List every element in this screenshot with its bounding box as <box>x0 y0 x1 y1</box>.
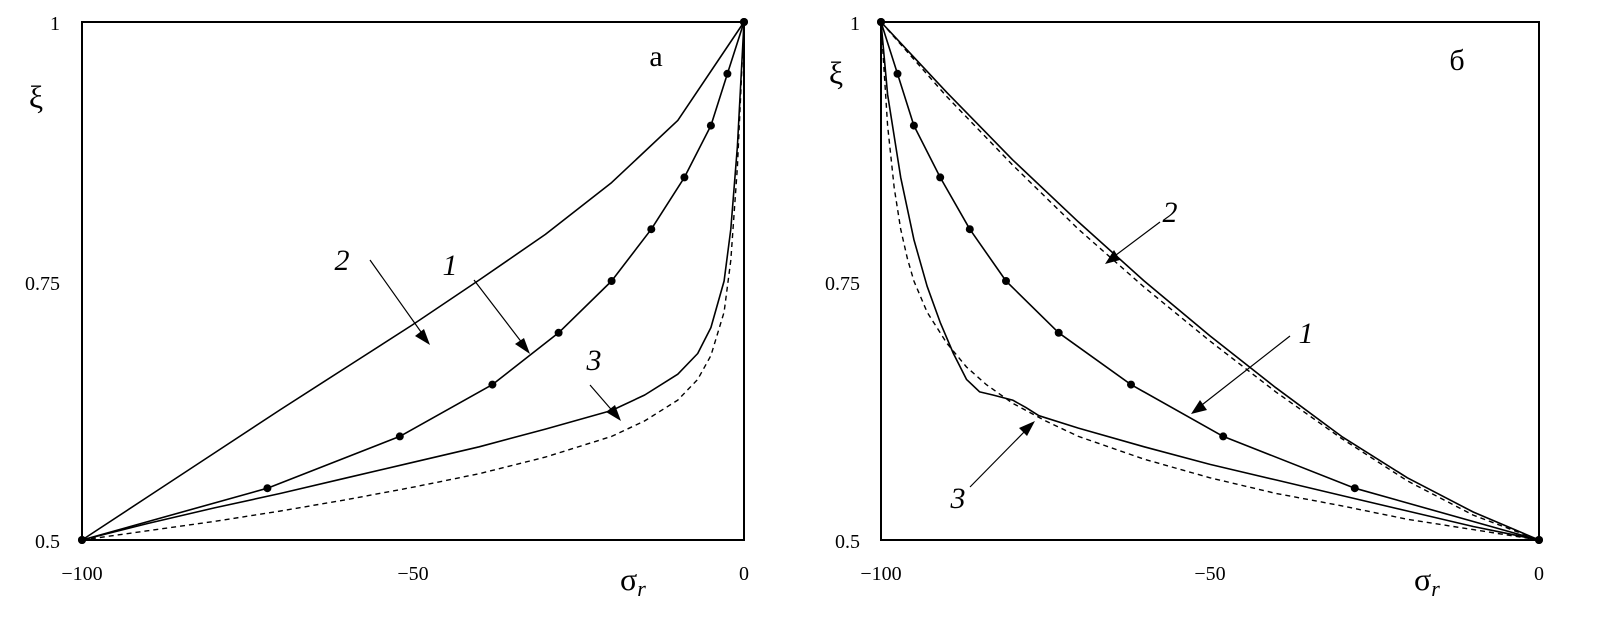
y-tick-label: 0.5 <box>35 531 60 553</box>
x-tick-label: −50 <box>1194 563 1225 585</box>
x-axis-label: σr <box>1414 561 1440 601</box>
annotation-arrow <box>369 259 427 340</box>
arrowhead <box>1019 421 1035 436</box>
data-point <box>723 69 732 78</box>
x-tick-label: −100 <box>860 563 901 585</box>
arrowhead <box>606 405 621 421</box>
data-point <box>965 225 974 234</box>
annotation-arrow <box>473 279 527 349</box>
plot-area-b <box>877 18 1543 544</box>
y-tick-label: 1 <box>850 13 860 35</box>
x-tick-label: 0 <box>1534 563 1544 585</box>
chart-panel-b: 1 0.75 0.5 −100 −50 0 ξ σr б 2 1 3 <box>825 13 1544 601</box>
curve-label-1: 1 <box>443 249 458 282</box>
series-line-1 <box>880 21 1540 541</box>
endpoint-dot <box>1535 536 1543 544</box>
y-tick-label: 0.75 <box>825 273 860 295</box>
series-line-3 <box>81 21 745 541</box>
curve-label-2: 2 <box>1163 196 1178 229</box>
data-point <box>1002 277 1010 285</box>
chart-panel-a: 1 0.75 0.5 −100 −50 0 ξ σr а 2 1 3 <box>25 13 749 601</box>
arrowhead <box>515 338 530 354</box>
panel-label: а <box>649 40 662 73</box>
data-point <box>554 328 563 337</box>
data-point <box>647 225 656 234</box>
x-tick-label: −50 <box>397 563 428 585</box>
data-point <box>706 121 715 130</box>
data-point <box>909 121 918 130</box>
annotation-arrow <box>1197 335 1291 409</box>
panel-label: б <box>1449 44 1464 77</box>
endpoint-dot <box>78 536 86 544</box>
plot-area-a <box>78 18 748 544</box>
data-point <box>1127 380 1135 389</box>
y-tick-label: 0.75 <box>25 273 60 295</box>
endpoint-dot <box>877 18 885 26</box>
data-point <box>607 277 616 285</box>
arrowhead <box>1191 400 1207 414</box>
series-line-dashed <box>880 21 1540 541</box>
data-point <box>680 173 689 182</box>
data-point <box>263 484 272 493</box>
series-line-2 <box>880 21 1540 541</box>
arrowhead <box>1105 250 1120 264</box>
x-tick-label: −100 <box>61 563 102 585</box>
data-point <box>936 173 945 182</box>
series-line-3 <box>880 21 1540 541</box>
series-line-2 <box>81 21 745 541</box>
y-tick-label: 0.5 <box>835 531 860 553</box>
endpoint-dot <box>740 18 748 26</box>
curve-label-3: 3 <box>950 482 966 515</box>
data-point <box>893 69 902 78</box>
data-point <box>1219 432 1228 441</box>
series-line-dashed <box>880 21 1540 541</box>
data-point <box>1054 328 1063 337</box>
x-tick-label: 0 <box>739 563 749 585</box>
y-axis-label: ξ <box>829 55 843 91</box>
annotation-arrow <box>969 427 1029 488</box>
data-point <box>488 380 497 389</box>
curve-label-1: 1 <box>1299 317 1314 350</box>
plot-frame <box>880 21 1540 541</box>
curve-label-2: 2 <box>335 244 350 277</box>
x-axis-label: σr <box>620 561 646 601</box>
y-axis-label: ξ <box>29 79 43 115</box>
y-tick-label: 1 <box>50 13 60 35</box>
series-line-dashed <box>81 21 745 541</box>
data-point <box>1350 484 1359 493</box>
annotation-arrow <box>1111 221 1161 259</box>
curve-label-3: 3 <box>586 344 602 377</box>
data-point <box>395 432 404 441</box>
arrowhead <box>415 329 430 345</box>
plot-frame <box>81 21 745 541</box>
